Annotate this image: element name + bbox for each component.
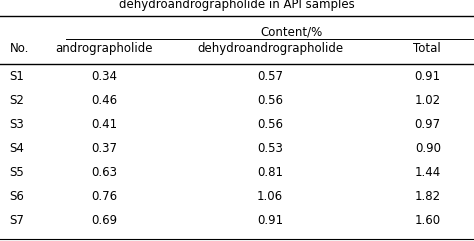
Text: S1: S1 <box>9 70 24 83</box>
Text: S7: S7 <box>9 214 24 228</box>
Text: 0.91: 0.91 <box>415 70 441 83</box>
Text: 1.82: 1.82 <box>415 190 441 203</box>
Text: 0.34: 0.34 <box>91 70 117 83</box>
Text: 0.91: 0.91 <box>257 214 283 228</box>
Text: dehydroandrographolide in API samples: dehydroandrographolide in API samples <box>119 0 355 11</box>
Text: 0.90: 0.90 <box>415 142 441 155</box>
Text: S6: S6 <box>9 190 24 203</box>
Text: Content/%: Content/% <box>260 25 323 38</box>
Text: 0.63: 0.63 <box>91 166 117 179</box>
Text: 0.97: 0.97 <box>415 118 441 131</box>
Text: 0.37: 0.37 <box>91 142 117 155</box>
Text: 0.57: 0.57 <box>257 70 283 83</box>
Text: 0.56: 0.56 <box>257 94 283 107</box>
Text: S4: S4 <box>9 142 24 155</box>
Text: 0.46: 0.46 <box>91 94 118 107</box>
Text: 1.06: 1.06 <box>257 190 283 203</box>
Text: andrographolide: andrographolide <box>55 42 153 55</box>
Text: 0.81: 0.81 <box>257 166 283 179</box>
Text: 0.76: 0.76 <box>91 190 118 203</box>
Text: 0.53: 0.53 <box>257 142 283 155</box>
Text: dehydroandrographolide: dehydroandrographolide <box>197 42 343 55</box>
Text: No.: No. <box>9 42 29 55</box>
Text: 1.60: 1.60 <box>415 214 441 228</box>
Text: 0.41: 0.41 <box>91 118 118 131</box>
Text: 0.69: 0.69 <box>91 214 118 228</box>
Text: S2: S2 <box>9 94 24 107</box>
Text: 1.02: 1.02 <box>415 94 441 107</box>
Text: 0.56: 0.56 <box>257 118 283 131</box>
Text: 1.44: 1.44 <box>415 166 441 179</box>
Text: S5: S5 <box>9 166 24 179</box>
Text: Total: Total <box>413 42 441 55</box>
Text: S3: S3 <box>9 118 24 131</box>
